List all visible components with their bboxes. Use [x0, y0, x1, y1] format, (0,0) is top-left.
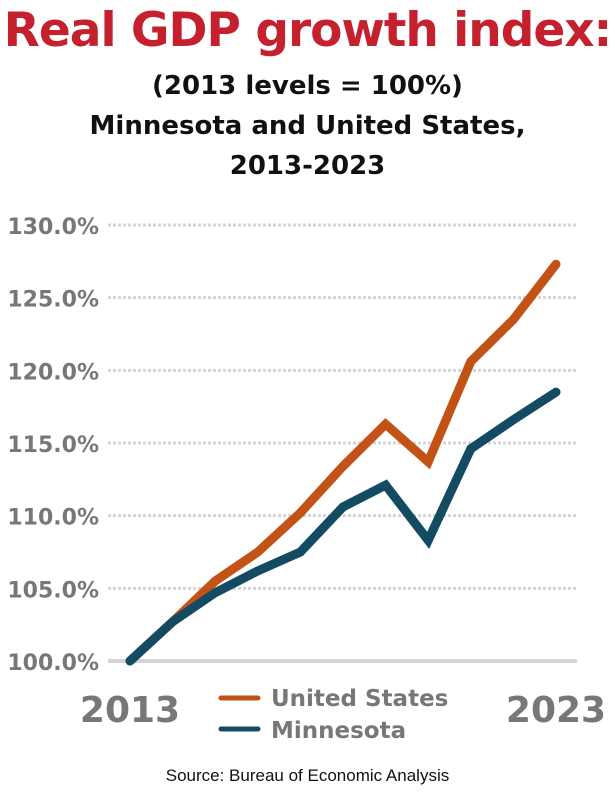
chart-title: Real GDP growth index:	[3, 3, 613, 58]
y-tick-label: 100.0%	[7, 651, 99, 676]
chart-subtitle-line1: (2013 levels = 100%)	[152, 71, 463, 101]
y-tick-label: 120.0%	[7, 360, 99, 385]
series-line-minnesota	[125, 387, 561, 666]
y-tick-label: 130.0%	[7, 215, 99, 240]
y-tick-label: 105.0%	[7, 578, 99, 603]
legend-label-minnesota: Minnesota	[271, 718, 406, 744]
chart-subtitle-line2: Minnesota and United States,	[89, 111, 526, 141]
y-tick-label: 125.0%	[7, 288, 99, 313]
y-axis-tick-labels: 100.0% 105.0% 110.0% 115.0% 120.0% 125.0% 130.…	[7, 215, 99, 676]
x-tick-label-2023: 2023	[506, 690, 606, 731]
legend-label-united-states: United States	[271, 686, 448, 712]
gridlines	[108, 223, 577, 663]
y-tick-label: 115.0%	[7, 433, 99, 458]
chart-subtitle-line3: 2013-2023	[229, 151, 386, 181]
source-note: Source: Bureau of Economic Analysis	[165, 766, 450, 785]
x-tick-label-2013: 2013	[80, 690, 180, 731]
series-line-united-states	[125, 259, 561, 666]
legend: United States Minnesota	[218, 686, 448, 744]
series-lines	[125, 259, 561, 666]
y-tick-label: 110.0%	[7, 506, 99, 531]
